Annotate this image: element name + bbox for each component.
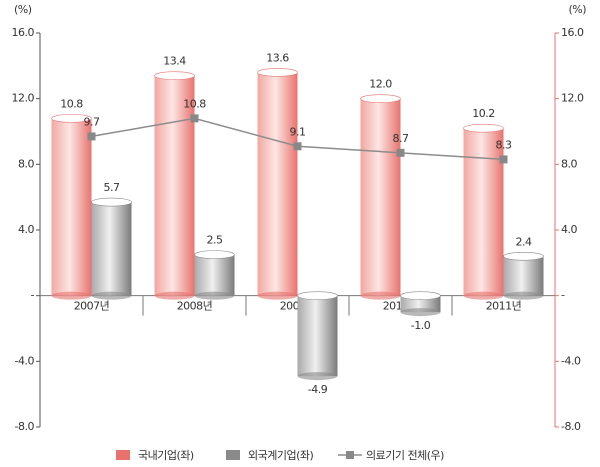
bar-base — [91, 291, 132, 300]
y-axis-label: (%) — [14, 3, 32, 16]
legend-swatch — [116, 450, 130, 460]
bar-cap — [154, 71, 195, 80]
y-tick-label: - — [31, 289, 35, 302]
bar-base — [51, 291, 92, 300]
bar-cap — [257, 68, 298, 77]
value-label: 10.8 — [183, 97, 206, 110]
x-tick-label: 2011년 — [486, 300, 522, 313]
line-marker — [396, 148, 405, 157]
value-label: 9.7 — [84, 115, 100, 128]
bar — [91, 202, 132, 296]
bar-cap — [400, 291, 441, 300]
bar — [297, 295, 338, 377]
bar-cap — [51, 114, 92, 123]
legend-label: 국내기업(좌) — [138, 449, 194, 462]
value-label: 5.7 — [104, 181, 120, 194]
y2-tick-label: 4.0 — [561, 223, 577, 236]
value-label: 8.3 — [496, 138, 512, 151]
y2-tick-label: 8.0 — [561, 157, 577, 170]
line-marker — [190, 114, 199, 123]
value-label: 8.7 — [393, 132, 409, 145]
bar-cap — [463, 123, 504, 133]
bar-base — [463, 291, 504, 300]
y-tick-label: 4.0 — [18, 223, 34, 236]
legend-label: 외국계기업(좌) — [248, 449, 314, 462]
value-label: -1.0 — [411, 319, 431, 332]
bar-cap — [91, 197, 132, 207]
value-label: 12.0 — [369, 78, 392, 91]
bar-cap — [194, 250, 235, 259]
value-label: 10.8 — [60, 97, 83, 110]
bar-cap — [297, 291, 338, 300]
y2-axis-label: (%) — [568, 3, 586, 16]
legend-label: 의료기기 전체(우) — [366, 449, 444, 462]
line-marker — [499, 155, 508, 164]
y2-tick-label: -8.0 — [561, 420, 581, 433]
x-tick-label: 2008년 — [177, 300, 213, 313]
y2-tick-label: - — [561, 289, 565, 302]
legend-swatch — [346, 451, 354, 459]
y-tick-label: -4.0 — [15, 354, 35, 367]
bar-base — [360, 291, 401, 300]
bar — [194, 254, 235, 296]
bar — [463, 128, 504, 296]
value-label: 13.4 — [163, 55, 186, 68]
y-tick-label: 16.0 — [12, 26, 35, 39]
bar-cap — [360, 94, 401, 103]
value-label: 9.1 — [290, 125, 306, 138]
bar-base — [297, 372, 338, 381]
legend-swatch — [226, 450, 240, 460]
value-label: -4.9 — [308, 383, 328, 396]
bar — [360, 98, 401, 296]
value-label: 13.6 — [266, 51, 289, 64]
y2-tick-label: 12.0 — [561, 92, 584, 105]
line-marker — [87, 132, 96, 141]
bar — [503, 256, 544, 296]
y2-tick-label: -4.0 — [561, 354, 581, 367]
line-marker — [293, 142, 302, 151]
value-label: 2.4 — [516, 235, 532, 248]
bar-base — [194, 291, 235, 300]
value-label: 2.5 — [207, 234, 223, 247]
y-tick-label: 8.0 — [18, 157, 34, 170]
x-tick-label: 2007년 — [74, 300, 110, 313]
bar — [257, 72, 298, 296]
y-tick-label: -8.0 — [15, 420, 35, 433]
bar-cap — [503, 251, 544, 261]
bar-base — [503, 291, 544, 300]
bar — [400, 295, 441, 313]
y-tick-label: 12.0 — [12, 92, 35, 105]
bar-base — [400, 308, 441, 317]
bar-base — [154, 291, 195, 300]
value-label: 10.2 — [472, 107, 495, 120]
y2-tick-label: 16.0 — [561, 26, 584, 39]
bar-base — [257, 291, 298, 300]
bar — [51, 118, 92, 296]
bar — [154, 75, 195, 296]
